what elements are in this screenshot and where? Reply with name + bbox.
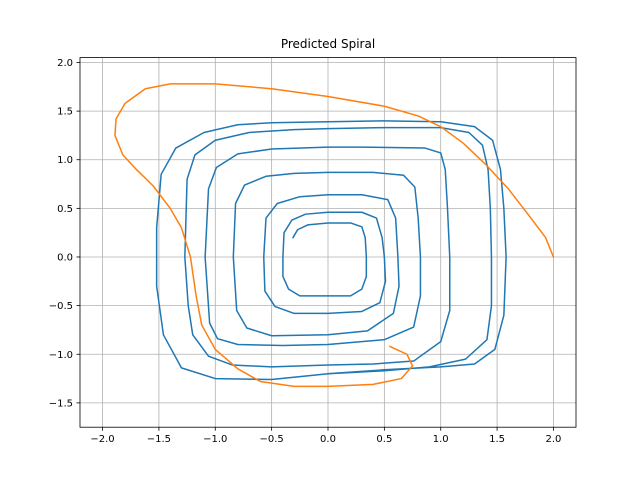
x-tick-label: 0.5 bbox=[376, 434, 392, 445]
y-tick-label: 0.5 bbox=[57, 204, 73, 215]
y-tick-label: 2.0 bbox=[57, 58, 73, 69]
x-tick-label: 0.0 bbox=[320, 434, 336, 445]
y-tick-label: 1.0 bbox=[57, 155, 73, 166]
y-tick-label: −1.5 bbox=[49, 398, 73, 409]
x-tick-label: −1.5 bbox=[147, 434, 171, 445]
axis-ticks: −2.0 −1.5 −1.0 −0.5 0.0 0.5 1.0 1.5 2.0 −1.5 −1.0 −… bbox=[49, 58, 562, 445]
y-tick-label: 0.0 bbox=[57, 252, 73, 263]
y-tick-label: −0.5 bbox=[49, 301, 73, 312]
x-tick-label: −1.0 bbox=[203, 434, 227, 445]
grid-lines bbox=[80, 57, 576, 428]
y-tick-label: 1.5 bbox=[57, 107, 73, 118]
series-line-2 bbox=[114, 83, 555, 388]
series-lines bbox=[114, 83, 555, 388]
y-tick-label: −1.0 bbox=[49, 350, 73, 361]
x-tick-label: 1.5 bbox=[489, 434, 505, 445]
chart-title: Predicted Spiral bbox=[281, 37, 375, 51]
x-tick-label: 2.0 bbox=[546, 434, 562, 445]
x-tick-label: −0.5 bbox=[259, 434, 283, 445]
series-line-1 bbox=[155, 120, 507, 381]
x-tick-label: −2.0 bbox=[90, 434, 114, 445]
x-tick-label: 1.0 bbox=[433, 434, 449, 445]
